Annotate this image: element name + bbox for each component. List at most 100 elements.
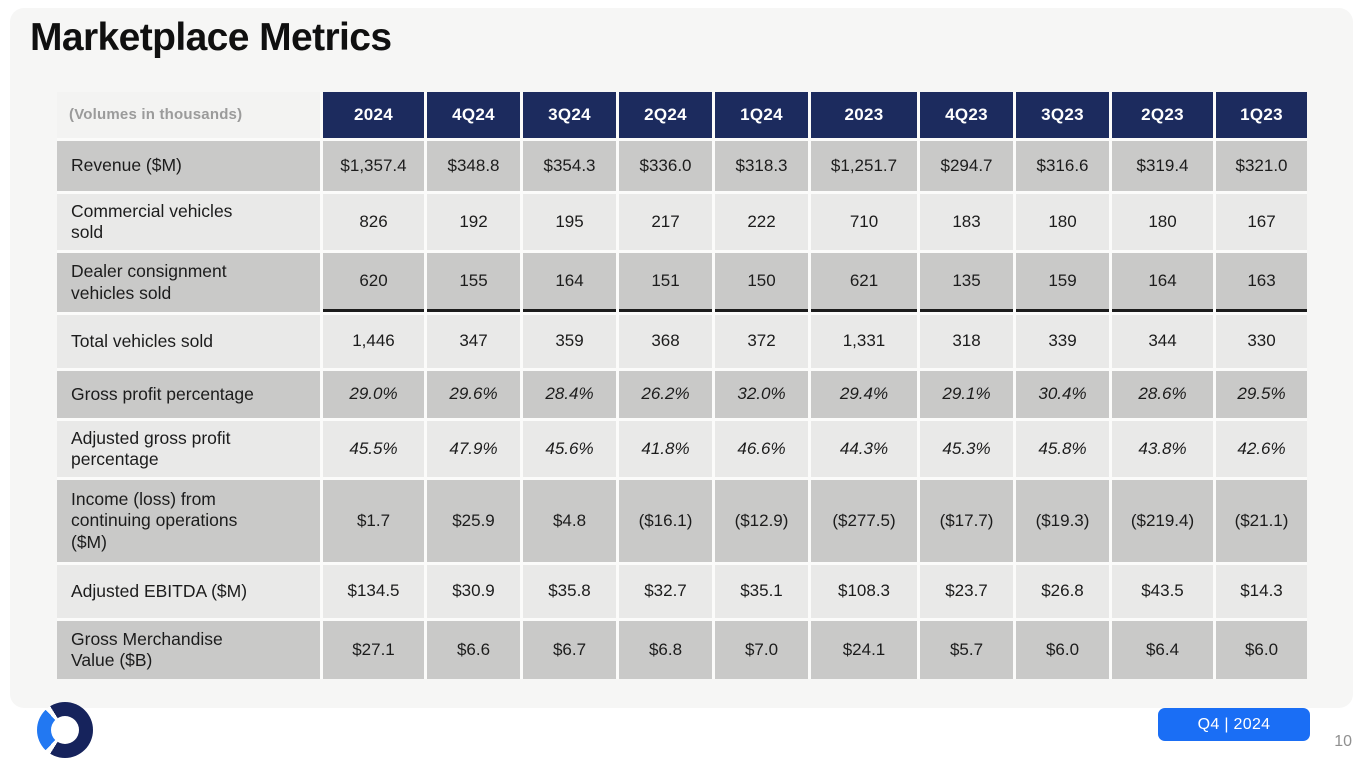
table-cell: 45.6% xyxy=(523,421,616,477)
table-cell: 621 xyxy=(811,253,917,312)
table-cell: $23.7 xyxy=(920,565,1013,618)
column-header-1q24: 1Q24 xyxy=(715,92,808,138)
column-header-2q24: 2Q24 xyxy=(619,92,712,138)
table-cell: $108.3 xyxy=(811,565,917,618)
table-cell: 28.6% xyxy=(1112,371,1213,418)
table-cell: $26.8 xyxy=(1016,565,1109,618)
table-cell: 164 xyxy=(523,253,616,312)
row-label: Gross profit percentage xyxy=(57,371,320,418)
table-cell: 359 xyxy=(523,315,616,368)
table-cell: $24.1 xyxy=(811,621,917,679)
table-cell: 46.6% xyxy=(715,421,808,477)
table-cell: $43.5 xyxy=(1112,565,1213,618)
table-cell: 1,446 xyxy=(323,315,424,368)
table-cell: ($19.3) xyxy=(1016,480,1109,562)
table-cell: $27.1 xyxy=(323,621,424,679)
table-cell: $6.8 xyxy=(619,621,712,679)
table-cell: 29.5% xyxy=(1216,371,1307,418)
table-cell: 372 xyxy=(715,315,808,368)
table-cell: $336.0 xyxy=(619,141,712,191)
row-label: Total vehicles sold xyxy=(57,315,320,368)
table-cell: 135 xyxy=(920,253,1013,312)
table-cell: 1,331 xyxy=(811,315,917,368)
table-cell: 32.0% xyxy=(715,371,808,418)
table-cell: 44.3% xyxy=(811,421,917,477)
table-cell: 339 xyxy=(1016,315,1109,368)
table-cell: 26.2% xyxy=(619,371,712,418)
table-cell: $321.0 xyxy=(1216,141,1307,191)
table-cell: 45.8% xyxy=(1016,421,1109,477)
table-cell: 710 xyxy=(811,194,917,250)
page-number: 10 xyxy=(1334,733,1352,750)
table-cell: $32.7 xyxy=(619,565,712,618)
table-cell: $7.0 xyxy=(715,621,808,679)
table-cell: $4.8 xyxy=(523,480,616,562)
table-cell: 318 xyxy=(920,315,1013,368)
table-cell: ($16.1) xyxy=(619,480,712,562)
table-cell: 150 xyxy=(715,253,808,312)
table-cell: 29.1% xyxy=(920,371,1013,418)
table-cell: 29.0% xyxy=(323,371,424,418)
row-label: Commercial vehicles sold xyxy=(57,194,320,250)
table-cell: 217 xyxy=(619,194,712,250)
table-cell: 41.8% xyxy=(619,421,712,477)
table-cell: $348.8 xyxy=(427,141,520,191)
row-label: Revenue ($M) xyxy=(57,141,320,191)
table-cell: 180 xyxy=(1016,194,1109,250)
quarter-badge: Q4 | 2024 xyxy=(1158,708,1310,741)
table-cell: $316.6 xyxy=(1016,141,1109,191)
page-title: Marketplace Metrics xyxy=(30,16,392,59)
table-cell: 347 xyxy=(427,315,520,368)
column-header-3q23: 3Q23 xyxy=(1016,92,1109,138)
table-cell: ($21.1) xyxy=(1216,480,1307,562)
table-cell: $6.7 xyxy=(523,621,616,679)
table-cell: 368 xyxy=(619,315,712,368)
table-cell: 195 xyxy=(523,194,616,250)
table-cell: 155 xyxy=(427,253,520,312)
column-header-2q23: 2Q23 xyxy=(1112,92,1213,138)
table-cell: 826 xyxy=(323,194,424,250)
table-cell: $1.7 xyxy=(323,480,424,562)
row-label: Adjusted EBITDA ($M) xyxy=(57,565,320,618)
table-cell: 45.5% xyxy=(323,421,424,477)
table-cell: ($277.5) xyxy=(811,480,917,562)
table-cell: 47.9% xyxy=(427,421,520,477)
table-cell: 159 xyxy=(1016,253,1109,312)
column-header-1q23: 1Q23 xyxy=(1216,92,1307,138)
table-cell: 620 xyxy=(323,253,424,312)
row-label: Gross Merchandise Value ($B) xyxy=(57,621,320,679)
table-cell: 167 xyxy=(1216,194,1307,250)
table-cell: $294.7 xyxy=(920,141,1013,191)
column-header-2024: 2024 xyxy=(323,92,424,138)
table-cell: 42.6% xyxy=(1216,421,1307,477)
table-cell: $6.0 xyxy=(1016,621,1109,679)
column-header-3q24: 3Q24 xyxy=(523,92,616,138)
table-cell: 164 xyxy=(1112,253,1213,312)
table-cell: 183 xyxy=(920,194,1013,250)
table-cell: 45.3% xyxy=(920,421,1013,477)
column-header-4q24: 4Q24 xyxy=(427,92,520,138)
table-cell: $14.3 xyxy=(1216,565,1307,618)
table-cell: $1,251.7 xyxy=(811,141,917,191)
metrics-table: (Volumes in thousands) 2024 4Q24 3Q24 2Q24 1Q… xyxy=(57,92,1307,679)
table-cell: ($12.9) xyxy=(715,480,808,562)
openlane-logo-icon xyxy=(37,702,93,758)
table-corner-label: (Volumes in thousands) xyxy=(57,92,320,138)
table-cell: $35.8 xyxy=(523,565,616,618)
table-cell: ($17.7) xyxy=(920,480,1013,562)
table-cell: 151 xyxy=(619,253,712,312)
table-cell: $319.4 xyxy=(1112,141,1213,191)
table-cell: 43.8% xyxy=(1112,421,1213,477)
row-label: Adjusted gross profit percentage xyxy=(57,421,320,477)
table-cell: ($219.4) xyxy=(1112,480,1213,562)
table-cell: $134.5 xyxy=(323,565,424,618)
table-cell: 330 xyxy=(1216,315,1307,368)
table-cell: $5.7 xyxy=(920,621,1013,679)
table-cell: 222 xyxy=(715,194,808,250)
table-cell: 192 xyxy=(427,194,520,250)
table-cell: $30.9 xyxy=(427,565,520,618)
table-cell: $6.0 xyxy=(1216,621,1307,679)
column-header-4q23: 4Q23 xyxy=(920,92,1013,138)
table-cell: 344 xyxy=(1112,315,1213,368)
column-header-2023: 2023 xyxy=(811,92,917,138)
